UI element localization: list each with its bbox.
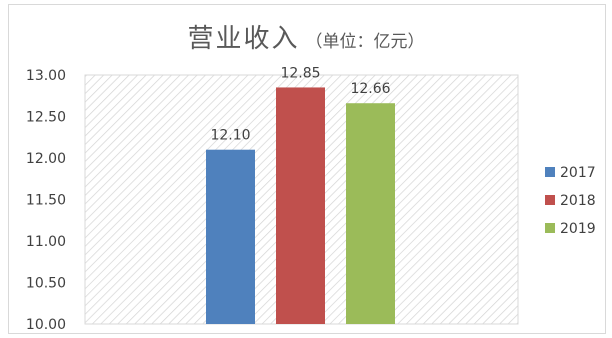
- legend-swatch-2018: [545, 195, 555, 205]
- legend: 2017 2018 2019: [545, 165, 596, 237]
- legend-swatch-2017: [545, 167, 555, 177]
- data-labels: 12.10 12.85 12.66: [210, 65, 390, 143]
- data-label-2018: 12.85: [280, 65, 320, 81]
- legend-swatch-2019: [545, 223, 555, 233]
- legend-label-2018: 2018: [560, 193, 596, 209]
- y-tick-label: 12.00: [26, 151, 66, 167]
- y-tick-label: 13.00: [26, 68, 66, 84]
- bar-2019: [346, 103, 395, 324]
- chart-title-main: 营业收入: [187, 24, 300, 54]
- y-tick-label: 10.50: [26, 276, 66, 292]
- bar-2018: [276, 87, 325, 324]
- y-tick-label: 10.00: [26, 317, 66, 333]
- legend-label-2017: 2017: [560, 165, 596, 181]
- y-tick-label: 11.00: [26, 234, 66, 250]
- data-label-2017: 12.10: [210, 128, 250, 144]
- chart-title-unit: （单位：亿元）: [305, 32, 425, 52]
- chart-title: 营业收入 （单位：亿元）: [0, 18, 612, 55]
- y-tick-label: 11.50: [26, 193, 66, 209]
- bar-2017: [206, 149, 255, 324]
- y-tick-label: 12.50: [26, 110, 66, 126]
- y-axis: 10.00 10.50 11.00 11.50 12.00 12.50 13.00: [26, 68, 66, 333]
- legend-label-2019: 2019: [560, 221, 596, 237]
- bar-series: [206, 87, 395, 324]
- data-label-2019: 12.66: [350, 81, 390, 97]
